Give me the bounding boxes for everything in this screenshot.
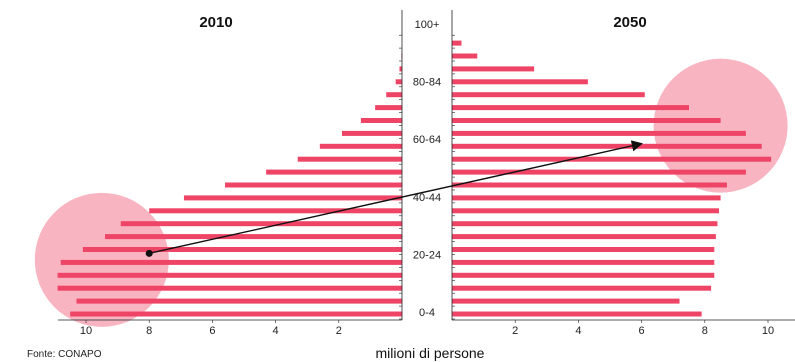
bar-2050-12: [452, 156, 772, 162]
bar-2050-8: [452, 208, 720, 214]
bar-2050-14: [452, 130, 746, 136]
bar-2050-20: [452, 53, 478, 59]
bar-2010-0: [70, 311, 402, 317]
bar-2050-17: [452, 92, 645, 98]
bar-2050-13: [452, 143, 762, 149]
bar-2010-4: [60, 259, 402, 265]
age-label: 80-84: [413, 77, 441, 89]
bar-2050-11: [452, 169, 746, 175]
highlight-circle-2010: [34, 192, 169, 327]
x-tick-label-2010: 6: [209, 325, 215, 337]
x-tick-label-2050: 10: [762, 325, 774, 337]
bar-2010-13: [319, 143, 402, 149]
bar-2050-19: [452, 66, 535, 72]
age-label: 100+: [415, 19, 440, 31]
panel-title-2010: 2010: [199, 14, 232, 31]
bar-2010-8: [149, 208, 402, 214]
x-tick-label-2010: 2: [336, 325, 342, 337]
bar-2010-3: [57, 272, 403, 278]
age-labels: 0-4 20-24 40-44 60-64 80-84 100+: [413, 19, 441, 319]
source-note: Fonte: CONAPO: [27, 349, 102, 360]
x-tick-label-2050: 8: [702, 325, 708, 337]
x-tick-label-2050: 2: [512, 325, 518, 337]
bars-2010: [57, 53, 403, 317]
bar-2050-5: [452, 247, 715, 252]
bar-2050-7: [452, 221, 718, 227]
bar-2010-19: [399, 66, 402, 72]
bar-2010-1: [76, 298, 403, 304]
bar-2010-11: [266, 169, 402, 175]
bar-2050-21: [452, 40, 462, 46]
bar-2010-15: [360, 118, 402, 123]
bar-2050-2: [452, 285, 712, 291]
bar-2010-18: [395, 79, 402, 85]
bar-2010-6: [104, 234, 403, 240]
annotation-layer: [145, 140, 643, 257]
bar-2050-6: [452, 234, 716, 240]
bar-2050-18: [452, 79, 588, 85]
trend-arrow: [149, 140, 643, 255]
x-tick-label-2050: 4: [575, 325, 581, 337]
bar-2010-5: [82, 247, 402, 252]
x-tick-label-2010: 10: [80, 325, 92, 337]
x-tick-label-2010: 4: [273, 325, 279, 337]
bar-2050-0: [452, 311, 702, 317]
bar-2010-16: [375, 105, 402, 111]
tick-labels: 10 8 6 4 2 2 4 6 8 10: [80, 320, 774, 337]
bar-2050-15: [452, 118, 721, 123]
x-axis-label: milioni di persone: [376, 345, 485, 361]
age-label: 0-4: [419, 307, 435, 319]
bar-2050-9: [452, 195, 721, 201]
bar-2010-14: [341, 130, 402, 136]
bar-2010-12: [297, 156, 402, 162]
bar-2010-10: [225, 182, 402, 188]
bar-2050-1: [452, 298, 680, 304]
bar-2050-3: [452, 272, 715, 278]
bar-2050-16: [452, 105, 689, 111]
age-label: 40-44: [413, 192, 441, 204]
x-tick-label-2050: 6: [639, 325, 645, 337]
x-tick-label-2010: 8: [146, 325, 152, 337]
panel-title-2050: 2050: [613, 14, 646, 31]
age-label: 20-24: [413, 249, 441, 261]
bar-2050-4: [452, 259, 715, 265]
age-label: 60-64: [413, 134, 441, 146]
bar-2010-9: [183, 195, 402, 201]
bar-2010-17: [386, 92, 402, 98]
axes-layer: [58, 10, 795, 321]
bar-2010-2: [57, 285, 403, 291]
bar-2050-10: [452, 182, 727, 188]
bar-2010-7: [120, 221, 402, 227]
bars-2050: [452, 40, 772, 317]
